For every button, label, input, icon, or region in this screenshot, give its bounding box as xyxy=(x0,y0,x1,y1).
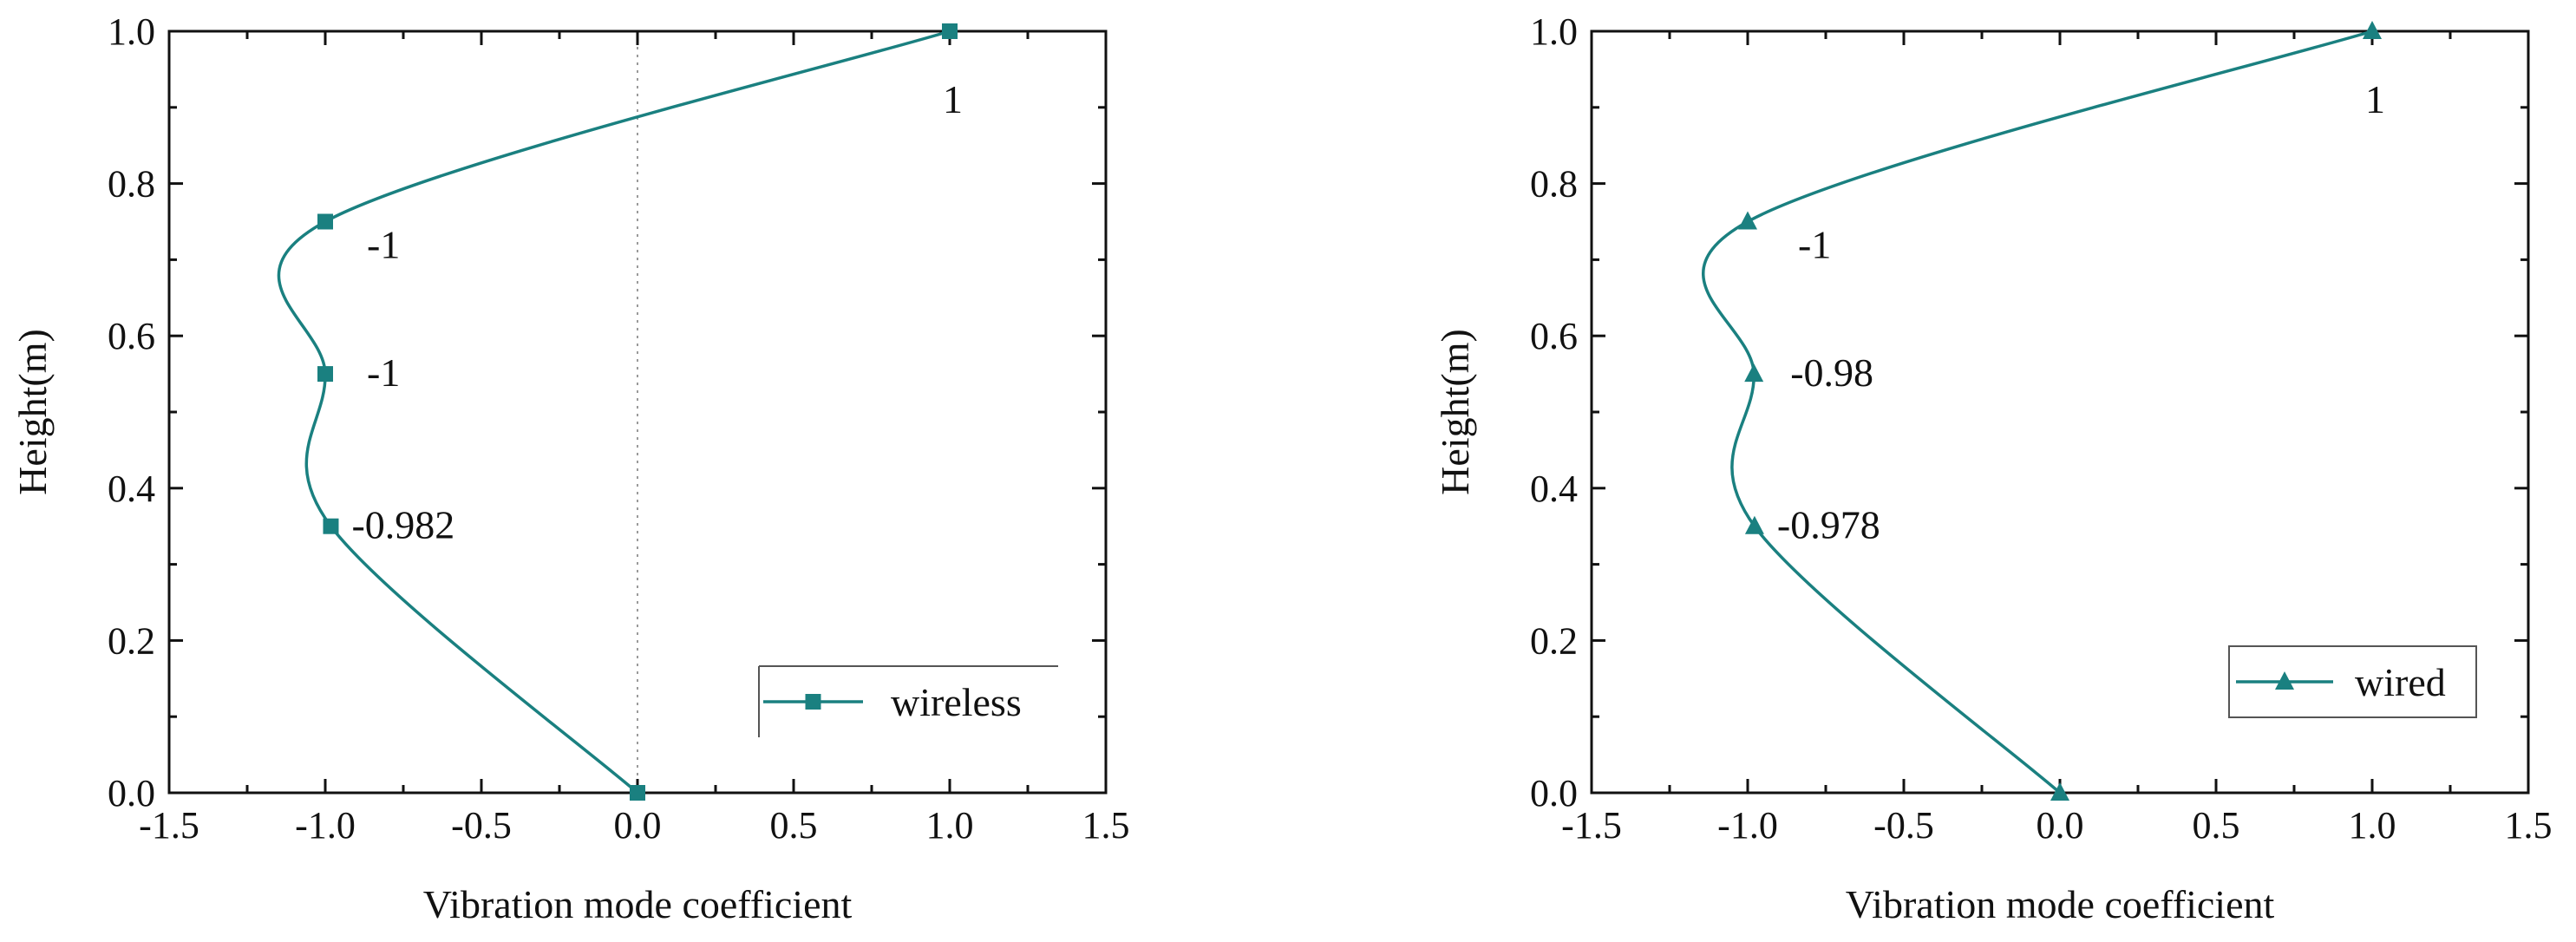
data-label: -1 xyxy=(367,350,400,395)
y-tick-label: 0.6 xyxy=(1530,315,1578,357)
data-point-square xyxy=(317,213,333,230)
y-tick-label: 1.0 xyxy=(108,10,155,53)
legend: wired xyxy=(2228,645,2477,718)
y-axis-title: Height(m) xyxy=(10,329,55,495)
data-label: -1 xyxy=(1798,223,1831,267)
chart-panel-2: -1.5 -1.0 -0.5 0.0 0.5 1.0 1.5 0.0 0.2 0.4 0.6 0.8 1… xyxy=(1433,10,2553,926)
x-tick-label: -1.5 xyxy=(139,804,199,847)
data-label: -0.982 xyxy=(351,503,454,547)
x-tick-label: -0.5 xyxy=(451,804,512,847)
y-tick-label: 0.0 xyxy=(108,772,155,814)
legend-marker-triangle xyxy=(2275,671,2294,690)
y-tick-label: 0.6 xyxy=(108,315,155,357)
y-tick-label: 0.0 xyxy=(1530,772,1578,814)
x-tick-label: 0.5 xyxy=(770,804,818,847)
data-point-square xyxy=(630,785,645,801)
data-point-triangle xyxy=(2363,21,2382,39)
x-tick-label: 1.0 xyxy=(2349,804,2396,847)
x-tick-label: 1.5 xyxy=(2505,804,2553,847)
data-point-square xyxy=(323,518,339,534)
data-label: -1 xyxy=(367,223,400,267)
x-tick-label: -0.5 xyxy=(1873,804,1934,847)
data-point-square xyxy=(317,366,333,383)
chart-panel-1: -1.5 -1.0 -0.5 0.0 0.5 1.0 1.5 0.0 0.2 0.4 0.6 0.8 1… xyxy=(10,10,1130,926)
plot-frame xyxy=(167,29,1108,795)
x-axis-title: Vibration mode coefficient xyxy=(423,882,853,926)
data-point-triangle xyxy=(1738,211,1757,230)
legend-marker-square xyxy=(805,694,821,710)
legend: wireless xyxy=(758,665,1058,737)
series-line-wireless xyxy=(277,29,951,795)
x-tick-label: -1.0 xyxy=(295,804,356,847)
data-label: -0.978 xyxy=(1777,503,1880,547)
y-tick-label: 1.0 xyxy=(1530,10,1578,53)
y-tick-label: 0.8 xyxy=(108,163,155,206)
x-tick-label: 1.5 xyxy=(1082,804,1130,847)
y-axis-title: Height(m) xyxy=(1433,329,1477,495)
y-tick-label: 0.2 xyxy=(108,619,155,662)
y-tick-label: 0.4 xyxy=(108,468,155,510)
x-tick-label: -1.5 xyxy=(1561,804,1622,847)
legend-label: wireless xyxy=(891,680,1022,724)
x-tick-label: -1.0 xyxy=(1717,804,1778,847)
x-tick-label: 0.5 xyxy=(2193,804,2240,847)
data-label: 1 xyxy=(2365,77,2385,121)
y-tick-label: 0.4 xyxy=(1530,468,1578,510)
data-point-triangle xyxy=(2050,782,2069,801)
series-line-wired xyxy=(1701,29,2373,795)
legend-label: wired xyxy=(2355,660,2446,704)
data-point-triangle xyxy=(1744,363,1764,383)
data-label: 1 xyxy=(943,77,963,121)
data-point-square xyxy=(942,23,958,39)
x-tick-label: 0.0 xyxy=(2037,804,2084,847)
x-tick-label: 1.0 xyxy=(926,804,974,847)
x-tick-label: 0.0 xyxy=(614,804,662,847)
y-tick-label: 0.2 xyxy=(1530,619,1578,662)
data-label: -0.98 xyxy=(1790,350,1873,395)
data-point-triangle xyxy=(1744,515,1764,534)
x-axis-title: Vibration mode coefficient xyxy=(1846,882,2275,926)
y-tick-label: 0.8 xyxy=(1530,163,1578,206)
